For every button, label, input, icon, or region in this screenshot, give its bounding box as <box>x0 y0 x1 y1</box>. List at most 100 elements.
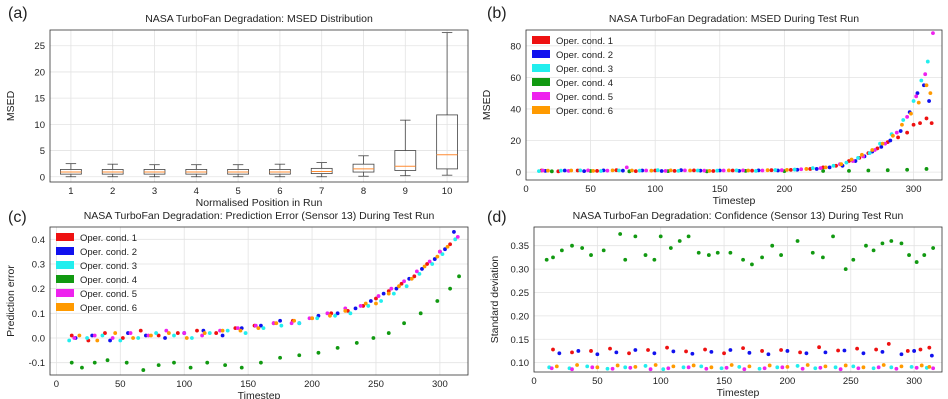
scatter-point <box>686 234 691 239</box>
scatter-point <box>608 346 612 351</box>
box-body <box>310 167 333 175</box>
scatter-point <box>671 349 676 354</box>
scatter-point <box>699 364 704 369</box>
scatter-point <box>163 336 167 340</box>
scatter-point <box>729 363 734 367</box>
scatter-point <box>136 336 141 340</box>
y-axis-label: MSED <box>481 89 493 120</box>
scatter-point <box>435 254 440 259</box>
scatter-point <box>741 168 745 173</box>
y-axis-label: Prediction error <box>5 265 17 337</box>
y-tick-label: 0.30 <box>511 265 530 276</box>
scatter-point <box>207 331 212 335</box>
scatter-point <box>354 341 359 345</box>
scatter-point <box>659 169 664 173</box>
x-tick-label: 100 <box>647 184 663 195</box>
y-tick-label: 40 <box>510 104 521 115</box>
scatter-point <box>138 328 143 333</box>
scatter-point <box>366 304 371 308</box>
scatter-point <box>653 363 658 367</box>
scatter-point <box>124 360 129 365</box>
scatter-point <box>795 239 800 243</box>
scatter-point <box>672 168 677 173</box>
scatter-point <box>404 284 409 289</box>
x-tick-label: 200 <box>776 184 792 195</box>
y-tick-label: 60 <box>510 73 521 84</box>
scatter-point <box>343 308 348 313</box>
scatter-point <box>289 321 294 326</box>
scatter-point <box>615 363 620 368</box>
scatter-point <box>610 366 615 371</box>
chart-title: NASA TurboFan Degradation: Confidence (S… <box>573 210 904 222</box>
scatter-point <box>760 349 764 353</box>
scatter-point <box>894 366 899 371</box>
scatter-point <box>715 168 720 173</box>
scatter-point <box>823 350 828 355</box>
scatter-point <box>559 248 564 253</box>
scatter-point <box>310 316 314 321</box>
scatter-point <box>886 342 891 346</box>
scatter-point <box>818 166 823 171</box>
scatter-point <box>795 364 800 368</box>
scatter-point <box>72 336 77 340</box>
scatter-point <box>605 366 610 371</box>
scatter-point <box>652 257 657 262</box>
scatter-point <box>617 168 621 173</box>
scatter-point <box>726 168 731 173</box>
scatter-point <box>335 311 340 316</box>
scatter-point <box>562 168 567 173</box>
scatter-point <box>633 348 638 352</box>
scatter-point <box>595 168 599 173</box>
scatter-point <box>799 167 804 172</box>
x-axis-label: Timestep <box>713 195 756 207</box>
scatter-point <box>182 331 187 335</box>
scatter-point <box>866 168 871 173</box>
scatter-point <box>666 366 671 371</box>
scatter-point <box>443 247 447 252</box>
y-tick-label: 0 <box>516 168 521 179</box>
scatter-point <box>430 262 435 266</box>
scatter-point <box>412 274 417 279</box>
legend-label: Oper. cond. 6 <box>80 303 137 314</box>
scatter-point <box>683 168 687 173</box>
scatter-point <box>767 363 772 368</box>
scatter-point <box>623 365 628 370</box>
scatter-point <box>919 363 924 368</box>
scatter-point <box>851 364 856 369</box>
scatter-point <box>925 59 930 64</box>
scatter-point <box>243 331 248 335</box>
scatter-point <box>551 255 555 260</box>
legend-swatch <box>56 289 74 297</box>
scatter-point <box>620 168 625 173</box>
legend-label: Oper. cond. 5 <box>556 92 613 103</box>
scatter-point <box>627 351 631 356</box>
y-tick-label: 20 <box>34 67 45 78</box>
y-axis-label: Standard deviation <box>489 256 501 344</box>
legend-swatch <box>532 64 550 72</box>
x-tick-label: 0 <box>531 376 536 387</box>
scatter-point <box>297 353 302 358</box>
scatter-point <box>931 31 935 36</box>
scatter-point <box>374 296 378 301</box>
scatter-point <box>554 364 559 369</box>
scatter-point <box>907 253 911 257</box>
scatter-point <box>820 255 825 260</box>
scatter-point <box>358 304 363 308</box>
scatter-point <box>760 255 764 260</box>
scatter-point <box>831 234 835 239</box>
scatter-point <box>368 299 373 303</box>
scatter-point <box>912 349 917 353</box>
x-axis-label: Timestep <box>238 390 281 399</box>
scatter-point <box>780 365 785 370</box>
scatter-point <box>205 360 210 365</box>
scatter-point <box>818 365 823 370</box>
scatter-point <box>762 366 767 371</box>
scatter-point <box>750 168 754 173</box>
scatter-point <box>929 121 934 126</box>
scatter-point <box>292 318 297 323</box>
x-tick-label: 100 <box>176 379 192 390</box>
scatter-point <box>899 364 904 369</box>
scatter-point <box>770 243 775 248</box>
scatter-point <box>721 168 726 173</box>
x-tick-label: 50 <box>592 376 603 387</box>
